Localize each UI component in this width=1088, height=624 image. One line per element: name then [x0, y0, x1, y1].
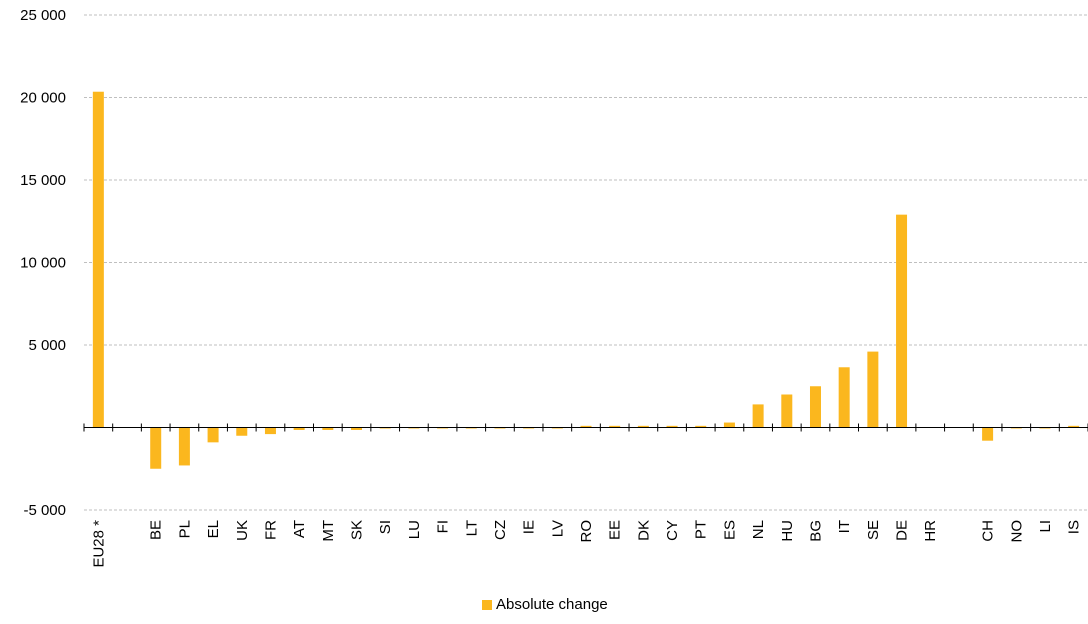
y-tick-label: -5 000: [23, 502, 66, 519]
bar: [666, 425, 678, 428]
bar: [637, 425, 649, 428]
x-axis: [83, 423, 1088, 432]
x-tick-label: CY: [664, 520, 681, 541]
x-tick-label: UK: [234, 520, 251, 541]
x-tick-label: MT: [320, 520, 337, 542]
bar: [752, 404, 764, 428]
y-tick-label: 25 000: [20, 7, 66, 24]
y-tick-label: 15 000: [20, 172, 66, 189]
bar: [580, 425, 592, 428]
y-tick-label: 10 000: [20, 255, 66, 272]
legend-label: Absolute change: [496, 596, 608, 613]
x-tick-label: SE: [865, 520, 882, 540]
bars: [92, 91, 1080, 469]
bar: [207, 427, 219, 443]
x-tick-label: AT: [291, 520, 308, 538]
bar: [236, 427, 248, 436]
x-tick-label: ES: [721, 520, 738, 540]
x-tick-label: BG: [807, 520, 824, 542]
bar: [293, 427, 305, 430]
x-tick-label: IT: [836, 520, 853, 533]
x-tick-label: BE: [148, 520, 165, 540]
x-tick-label: CH: [980, 520, 997, 542]
x-tick-label: DK: [635, 520, 652, 541]
x-tick-label: DE: [894, 520, 911, 541]
x-tick-label: EL: [205, 520, 222, 538]
x-tick-label: HR: [922, 520, 939, 542]
x-tick-label: HU: [779, 520, 796, 542]
bar: [264, 427, 276, 435]
bar: [1068, 425, 1080, 428]
x-tick-label: PT: [693, 520, 710, 539]
x-tick-label: FR: [262, 520, 279, 540]
x-tick-label: CZ: [492, 520, 509, 540]
x-tick-label: LT: [463, 520, 480, 536]
bar: [609, 425, 621, 428]
bar: [92, 91, 104, 428]
y-axis-ticks: 25 000 20 000 15 000 10 000 5 000 -5 000: [20, 7, 66, 519]
x-tick-label: EU28 *: [90, 520, 107, 568]
legend-swatch: [482, 599, 492, 610]
bar: [695, 425, 707, 428]
bar: [322, 427, 334, 430]
bar: [982, 427, 994, 441]
y-tick-label: 5 000: [28, 337, 66, 354]
x-tick-label: FI: [435, 520, 452, 533]
x-tick-label: LV: [549, 520, 566, 537]
x-tick-label: LI: [1037, 520, 1054, 533]
bar: [809, 386, 821, 428]
x-tick-label: NO: [1008, 520, 1025, 543]
gridlines: [84, 14, 1088, 511]
x-tick-label: EE: [607, 520, 624, 540]
bar: [150, 427, 162, 469]
bar: [781, 394, 793, 428]
legend: Absolute change: [482, 596, 608, 613]
bar: [838, 367, 850, 428]
x-tick-label: PL: [176, 520, 193, 538]
x-axis-tick-labels: EU28 * BE PL EL UK FR AT MT SK SI LU FI LT CZ IE LV RO EE…: [90, 520, 1082, 568]
x-tick-label: IS: [1066, 520, 1083, 534]
bar: [351, 427, 363, 430]
y-tick-label: 20 000: [20, 90, 66, 107]
bar: [867, 351, 879, 428]
bar: [723, 422, 735, 428]
bar: [178, 427, 190, 466]
bar: [896, 214, 908, 428]
x-tick-label: RO: [578, 520, 595, 543]
x-tick-label: IE: [521, 520, 538, 534]
x-tick-label: SK: [349, 520, 366, 540]
x-tick-label: SI: [377, 520, 394, 534]
x-tick-label: LU: [406, 520, 423, 539]
x-tick-label: NL: [750, 520, 767, 539]
